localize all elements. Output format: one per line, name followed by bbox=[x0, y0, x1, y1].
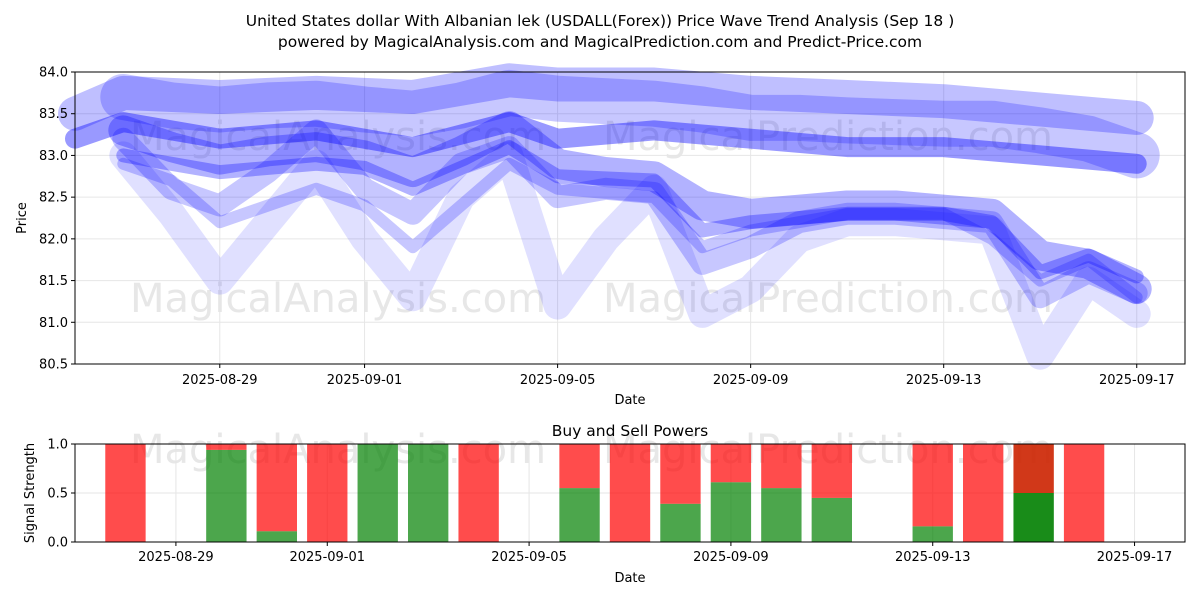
buy-power-bar bbox=[559, 488, 600, 542]
buy-power-bar bbox=[408, 444, 449, 542]
buy-power-bar bbox=[206, 449, 247, 542]
signal-xlabel: Date bbox=[614, 571, 645, 586]
price-wave-line bbox=[100, 69, 1160, 179]
signal-x-tick-label: 2025-09-01 bbox=[289, 550, 365, 565]
chart-subtitle: powered by MagicalAnalysis.com and Magic… bbox=[278, 33, 922, 51]
price-y-tick-label: 80.5 bbox=[39, 358, 68, 373]
sell-power-bar bbox=[458, 444, 499, 542]
chart-title: United States dollar With Albanian lek (… bbox=[246, 12, 955, 30]
price-y-tick-label: 84.0 bbox=[39, 66, 68, 81]
buy-sell-title: Buy and Sell Powers bbox=[552, 422, 709, 440]
signal-x-tick-label: 2025-08-29 bbox=[138, 550, 214, 565]
sell-power-bar bbox=[1063, 444, 1105, 542]
sell-power-bar bbox=[559, 444, 600, 489]
price-x-tick-label: 2025-09-01 bbox=[327, 373, 403, 388]
signal-ylabel: Signal Strength bbox=[23, 443, 38, 543]
buy-power-bar bbox=[660, 503, 701, 542]
price-x-tick-label: 2025-09-09 bbox=[713, 373, 789, 388]
signal-x-tick-label: 2025-09-09 bbox=[693, 550, 769, 565]
buy-power-bar bbox=[811, 497, 852, 542]
price-x-tick-label: 2025-08-29 bbox=[182, 373, 258, 388]
price-y-tick-label: 81.5 bbox=[39, 274, 68, 289]
signal-x-tick-label: 2025-09-17 bbox=[1097, 550, 1173, 565]
price-wave-line bbox=[117, 157, 1143, 304]
price-wave-line bbox=[109, 141, 1151, 370]
signal-y-tick-label: 1.0 bbox=[47, 438, 68, 453]
price-wave-line bbox=[108, 111, 1152, 304]
price-wave-line bbox=[112, 119, 1148, 309]
buy-power-bar bbox=[912, 526, 953, 542]
price-wave-panel: 2025-08-29 2025-09-01 2025-09-05 2025-09-09… bbox=[15, 63, 1186, 408]
sell-power-bar bbox=[256, 444, 297, 532]
watermark-analysis: MagicalAnalysis.com bbox=[130, 114, 546, 160]
sell-power-bar bbox=[307, 444, 348, 542]
sell-power-bar bbox=[1013, 444, 1054, 493]
price-ylabel: Price bbox=[15, 202, 30, 234]
signal-y-tick-label: 0.0 bbox=[47, 536, 68, 551]
price-x-tick-label: 2025-09-17 bbox=[1099, 373, 1175, 388]
watermark-analysis-2: MagicalAnalysis.com bbox=[130, 276, 546, 322]
buy-power-bar bbox=[710, 482, 752, 542]
price-x-tick-label: 2025-09-05 bbox=[520, 373, 596, 388]
price-y-tick-label: 83.5 bbox=[39, 107, 68, 122]
price-y-tick-label: 82.5 bbox=[39, 191, 68, 206]
signal-y-tick-label: 0.5 bbox=[47, 487, 68, 502]
sell-power-bar bbox=[710, 444, 752, 483]
price-y-tick-label: 82.0 bbox=[39, 232, 68, 247]
price-wave-line bbox=[116, 140, 1144, 284]
price-y-tick-label: 83.0 bbox=[39, 149, 68, 164]
sell-power-bar bbox=[609, 444, 651, 542]
price-wave-line bbox=[58, 63, 1154, 135]
signal-x-tick-label: 2025-09-13 bbox=[895, 550, 971, 565]
watermark-prediction: MagicalPrediction.com bbox=[603, 114, 1053, 160]
price-y-tick-label: 81.0 bbox=[39, 316, 68, 331]
price-axes-frame bbox=[74, 71, 1186, 365]
buy-power-bar bbox=[256, 531, 297, 542]
sell-power-bar bbox=[761, 444, 802, 489]
watermark-prediction-2: MagicalPrediction.com bbox=[603, 276, 1053, 322]
sell-power-bar bbox=[105, 444, 146, 542]
sell-power-bar bbox=[660, 444, 701, 504]
buy-power-bar bbox=[1013, 493, 1054, 542]
sell-power-bar bbox=[912, 444, 953, 527]
sell-power-bar bbox=[811, 444, 852, 498]
price-wave-line bbox=[65, 112, 1147, 174]
price-xlabel: Date bbox=[614, 393, 645, 408]
signal-x-tick-label: 2025-09-05 bbox=[491, 550, 567, 565]
sell-power-bar bbox=[963, 444, 1004, 542]
buy-power-bar bbox=[761, 488, 802, 542]
price-x-tick-label: 2025-09-13 bbox=[906, 373, 982, 388]
buy-power-bar bbox=[357, 444, 398, 542]
buy-sell-panel: Buy and Sell Powers 2025-08-29 2025-09-01… bbox=[23, 422, 1186, 586]
sell-power-bar bbox=[206, 444, 247, 450]
